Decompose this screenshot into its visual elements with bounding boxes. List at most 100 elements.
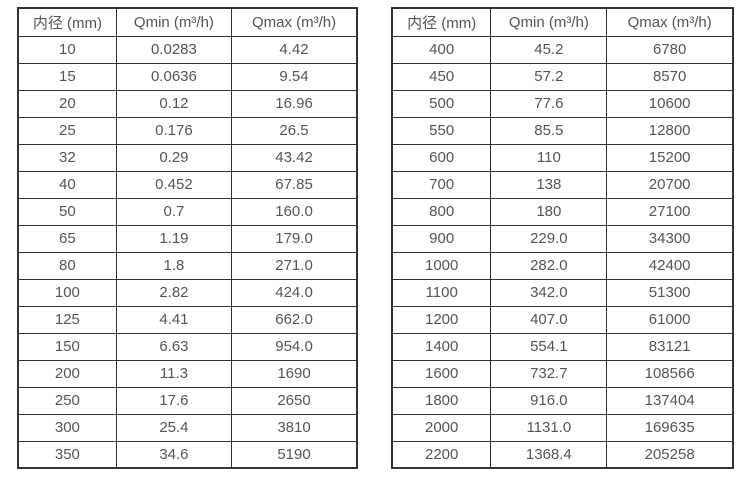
- qmax-cell: 20700: [606, 170, 734, 199]
- diameter-cell: 10: [17, 35, 117, 64]
- table-row: 550 85.5 12800: [391, 116, 734, 145]
- diameter-cell: 1100: [391, 278, 492, 307]
- qmax-cell: 108566: [606, 359, 734, 388]
- qmin-cell: 6.63: [115, 332, 233, 361]
- table-row: 700 138 20700: [391, 170, 734, 199]
- table-row: 800 180 27100: [391, 197, 734, 226]
- qmax-cell: 271.0: [231, 251, 358, 280]
- qmax-column-header: Qmax (m³/h): [606, 7, 734, 37]
- qmax-cell: 954.0: [231, 332, 358, 361]
- diameter-cell: 1800: [391, 386, 492, 415]
- table-row: 2200 1368.4 205258: [391, 440, 734, 469]
- qmin-cell: 11.3: [115, 359, 233, 388]
- diameter-cell: 2000: [391, 413, 492, 442]
- qmin-cell: 77.6: [490, 89, 608, 118]
- table-row: 200 11.3 1690: [17, 359, 358, 388]
- qmin-cell: 180: [490, 197, 608, 226]
- flow-tables-container: 内径 (mm) Qmin (m³/h) Qmax (m³/h) 10 0.0283 4.…: [17, 7, 734, 469]
- qmin-cell: 732.7: [490, 359, 608, 388]
- diameter-cell: 15: [17, 62, 117, 91]
- table-row: 15 0.0636 9.54: [17, 62, 358, 91]
- qmin-cell: 138: [490, 170, 608, 199]
- qmin-cell: 0.0636: [115, 62, 233, 91]
- qmax-cell: 27100: [606, 197, 734, 226]
- table-row: 1100 342.0 51300: [391, 278, 734, 307]
- table-row: 40 0.452 67.85: [17, 170, 358, 199]
- qmin-cell: 1131.0: [490, 413, 608, 442]
- qmin-cell: 0.452: [115, 170, 233, 199]
- diameter-cell: 65: [17, 224, 117, 253]
- qmax-cell: 1690: [231, 359, 358, 388]
- qmin-cell: 229.0: [490, 224, 608, 253]
- qmax-cell: 43.42: [231, 143, 358, 172]
- table-row: 500 77.6 10600: [391, 89, 734, 118]
- table-row: 25 0.176 26.5: [17, 116, 358, 145]
- qmin-cell: 1368.4: [490, 440, 608, 469]
- qmax-cell: 424.0: [231, 278, 358, 307]
- diameter-cell: 80: [17, 251, 117, 280]
- qmax-cell: 51300: [606, 278, 734, 307]
- table-row: 400 45.2 6780: [391, 35, 734, 64]
- qmin-cell: 1.8: [115, 251, 233, 280]
- diameter-cell: 450: [391, 62, 492, 91]
- diameter-cell: 500: [391, 89, 492, 118]
- qmin-cell: 916.0: [490, 386, 608, 415]
- qmin-cell: 2.82: [115, 278, 233, 307]
- diameter-cell: 100: [17, 278, 117, 307]
- table-row: 1000 282.0 42400: [391, 251, 734, 280]
- diameter-cell: 200: [17, 359, 117, 388]
- diameter-cell: 1000: [391, 251, 492, 280]
- table-row: 1400 554.1 83121: [391, 332, 734, 361]
- diameter-cell: 2200: [391, 440, 492, 469]
- qmin-cell: 0.12: [115, 89, 233, 118]
- qmax-cell: 16.96: [231, 89, 358, 118]
- flow-range-table-small-diameters: 内径 (mm) Qmin (m³/h) Qmax (m³/h) 10 0.0283 4.…: [17, 7, 358, 469]
- table-row: 1800 916.0 137404: [391, 386, 734, 415]
- table-row: 50 0.7 160.0: [17, 197, 358, 226]
- qmax-cell: 42400: [606, 251, 734, 280]
- table-row: 100 2.82 424.0: [17, 278, 358, 307]
- diameter-cell: 150: [17, 332, 117, 361]
- qmin-cell: 0.0283: [115, 35, 233, 64]
- qmax-cell: 5190: [231, 440, 358, 469]
- table-row: 150 6.63 954.0: [17, 332, 358, 361]
- qmax-column-header: Qmax (m³/h): [231, 7, 358, 37]
- qmin-cell: 407.0: [490, 305, 608, 334]
- qmin-column-header: Qmin (m³/h): [490, 7, 608, 37]
- qmin-cell: 342.0: [490, 278, 608, 307]
- table-row: 450 57.2 8570: [391, 62, 734, 91]
- qmax-cell: 83121: [606, 332, 734, 361]
- table-header-row: 内径 (mm) Qmin (m³/h) Qmax (m³/h): [391, 7, 734, 37]
- qmin-cell: 34.6: [115, 440, 233, 469]
- table-row: 1200 407.0 61000: [391, 305, 734, 334]
- diameter-column-header: 内径 (mm): [17, 7, 117, 37]
- qmax-cell: 3810: [231, 413, 358, 442]
- qmax-cell: 10600: [606, 89, 734, 118]
- qmax-cell: 15200: [606, 143, 734, 172]
- qmax-cell: 179.0: [231, 224, 358, 253]
- qmax-cell: 2650: [231, 386, 358, 415]
- qmax-cell: 12800: [606, 116, 734, 145]
- qmin-cell: 1.19: [115, 224, 233, 253]
- diameter-cell: 600: [391, 143, 492, 172]
- diameter-cell: 1400: [391, 332, 492, 361]
- qmin-cell: 110: [490, 143, 608, 172]
- table-row: 300 25.4 3810: [17, 413, 358, 442]
- qmin-cell: 4.41: [115, 305, 233, 334]
- diameter-cell: 50: [17, 197, 117, 226]
- qmax-cell: 662.0: [231, 305, 358, 334]
- qmin-cell: 57.2: [490, 62, 608, 91]
- diameter-cell: 300: [17, 413, 117, 442]
- qmin-cell: 17.6: [115, 386, 233, 415]
- qmin-cell: 25.4: [115, 413, 233, 442]
- qmin-cell: 0.176: [115, 116, 233, 145]
- table-row: 80 1.8 271.0: [17, 251, 358, 280]
- qmax-cell: 160.0: [231, 197, 358, 226]
- flow-range-table-large-diameters: 内径 (mm) Qmin (m³/h) Qmax (m³/h) 400 45.2 678…: [391, 7, 734, 469]
- qmax-cell: 26.5: [231, 116, 358, 145]
- table-row: 600 110 15200: [391, 143, 734, 172]
- diameter-cell: 20: [17, 89, 117, 118]
- diameter-cell: 900: [391, 224, 492, 253]
- qmax-cell: 205258: [606, 440, 734, 469]
- diameter-cell: 25: [17, 116, 117, 145]
